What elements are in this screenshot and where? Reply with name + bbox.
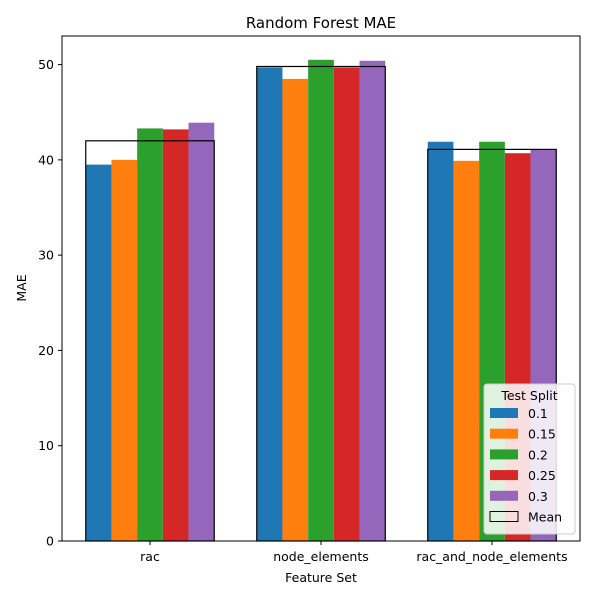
- legend-swatch: [490, 408, 518, 418]
- bar: [333, 67, 360, 541]
- axes-frame: [61, 35, 581, 542]
- y-tick-label: 20: [38, 343, 54, 358]
- y-tick-label: 10: [38, 438, 54, 453]
- bar: [162, 129, 189, 541]
- bar: [453, 160, 480, 541]
- legend-label: 0.2: [528, 447, 548, 462]
- legend-swatch: [490, 428, 518, 439]
- legend-label: 0.3: [528, 489, 548, 504]
- y-tick-label: 40: [38, 152, 54, 167]
- bar: [308, 59, 334, 541]
- bar: [137, 128, 163, 542]
- bar: [188, 122, 215, 542]
- x-tick-label: node_elements: [273, 549, 369, 564]
- legend: Test Split 0.1 0.15 0.2 0.25 0.3 Mean: [483, 383, 576, 535]
- y-tick-label: 50: [38, 57, 54, 72]
- legend-title: Test Split: [500, 388, 557, 403]
- legend-label: Mean: [528, 510, 562, 525]
- legend-swatch: [490, 490, 518, 501]
- y-tick-label: 30: [38, 248, 54, 263]
- legend-swatch: [490, 470, 518, 481]
- legend-swatch: [490, 449, 518, 460]
- x-tick-label: rac_and_node_elements: [416, 549, 567, 564]
- y-tick-label: 0: [46, 534, 54, 549]
- legend-label: 0.25: [528, 468, 556, 483]
- y-axis-label: MAE: [14, 274, 29, 301]
- x-tick-label: rac: [140, 549, 160, 564]
- bar: [282, 78, 309, 541]
- legend-label: 0.1: [528, 406, 548, 421]
- x-axis-label: Feature Set: [285, 570, 357, 585]
- bar: [427, 141, 454, 541]
- bar: [111, 159, 138, 541]
- plot-area: rac node_elements rac_and_node_elements 0 10…: [38, 35, 581, 564]
- chart-title: Random Forest MAE: [246, 14, 396, 32]
- bar: [359, 60, 386, 542]
- legend-swatch-mean: [489, 511, 519, 522]
- legend-label: 0.15: [528, 427, 556, 442]
- bar: [256, 67, 283, 541]
- bar: [85, 164, 112, 541]
